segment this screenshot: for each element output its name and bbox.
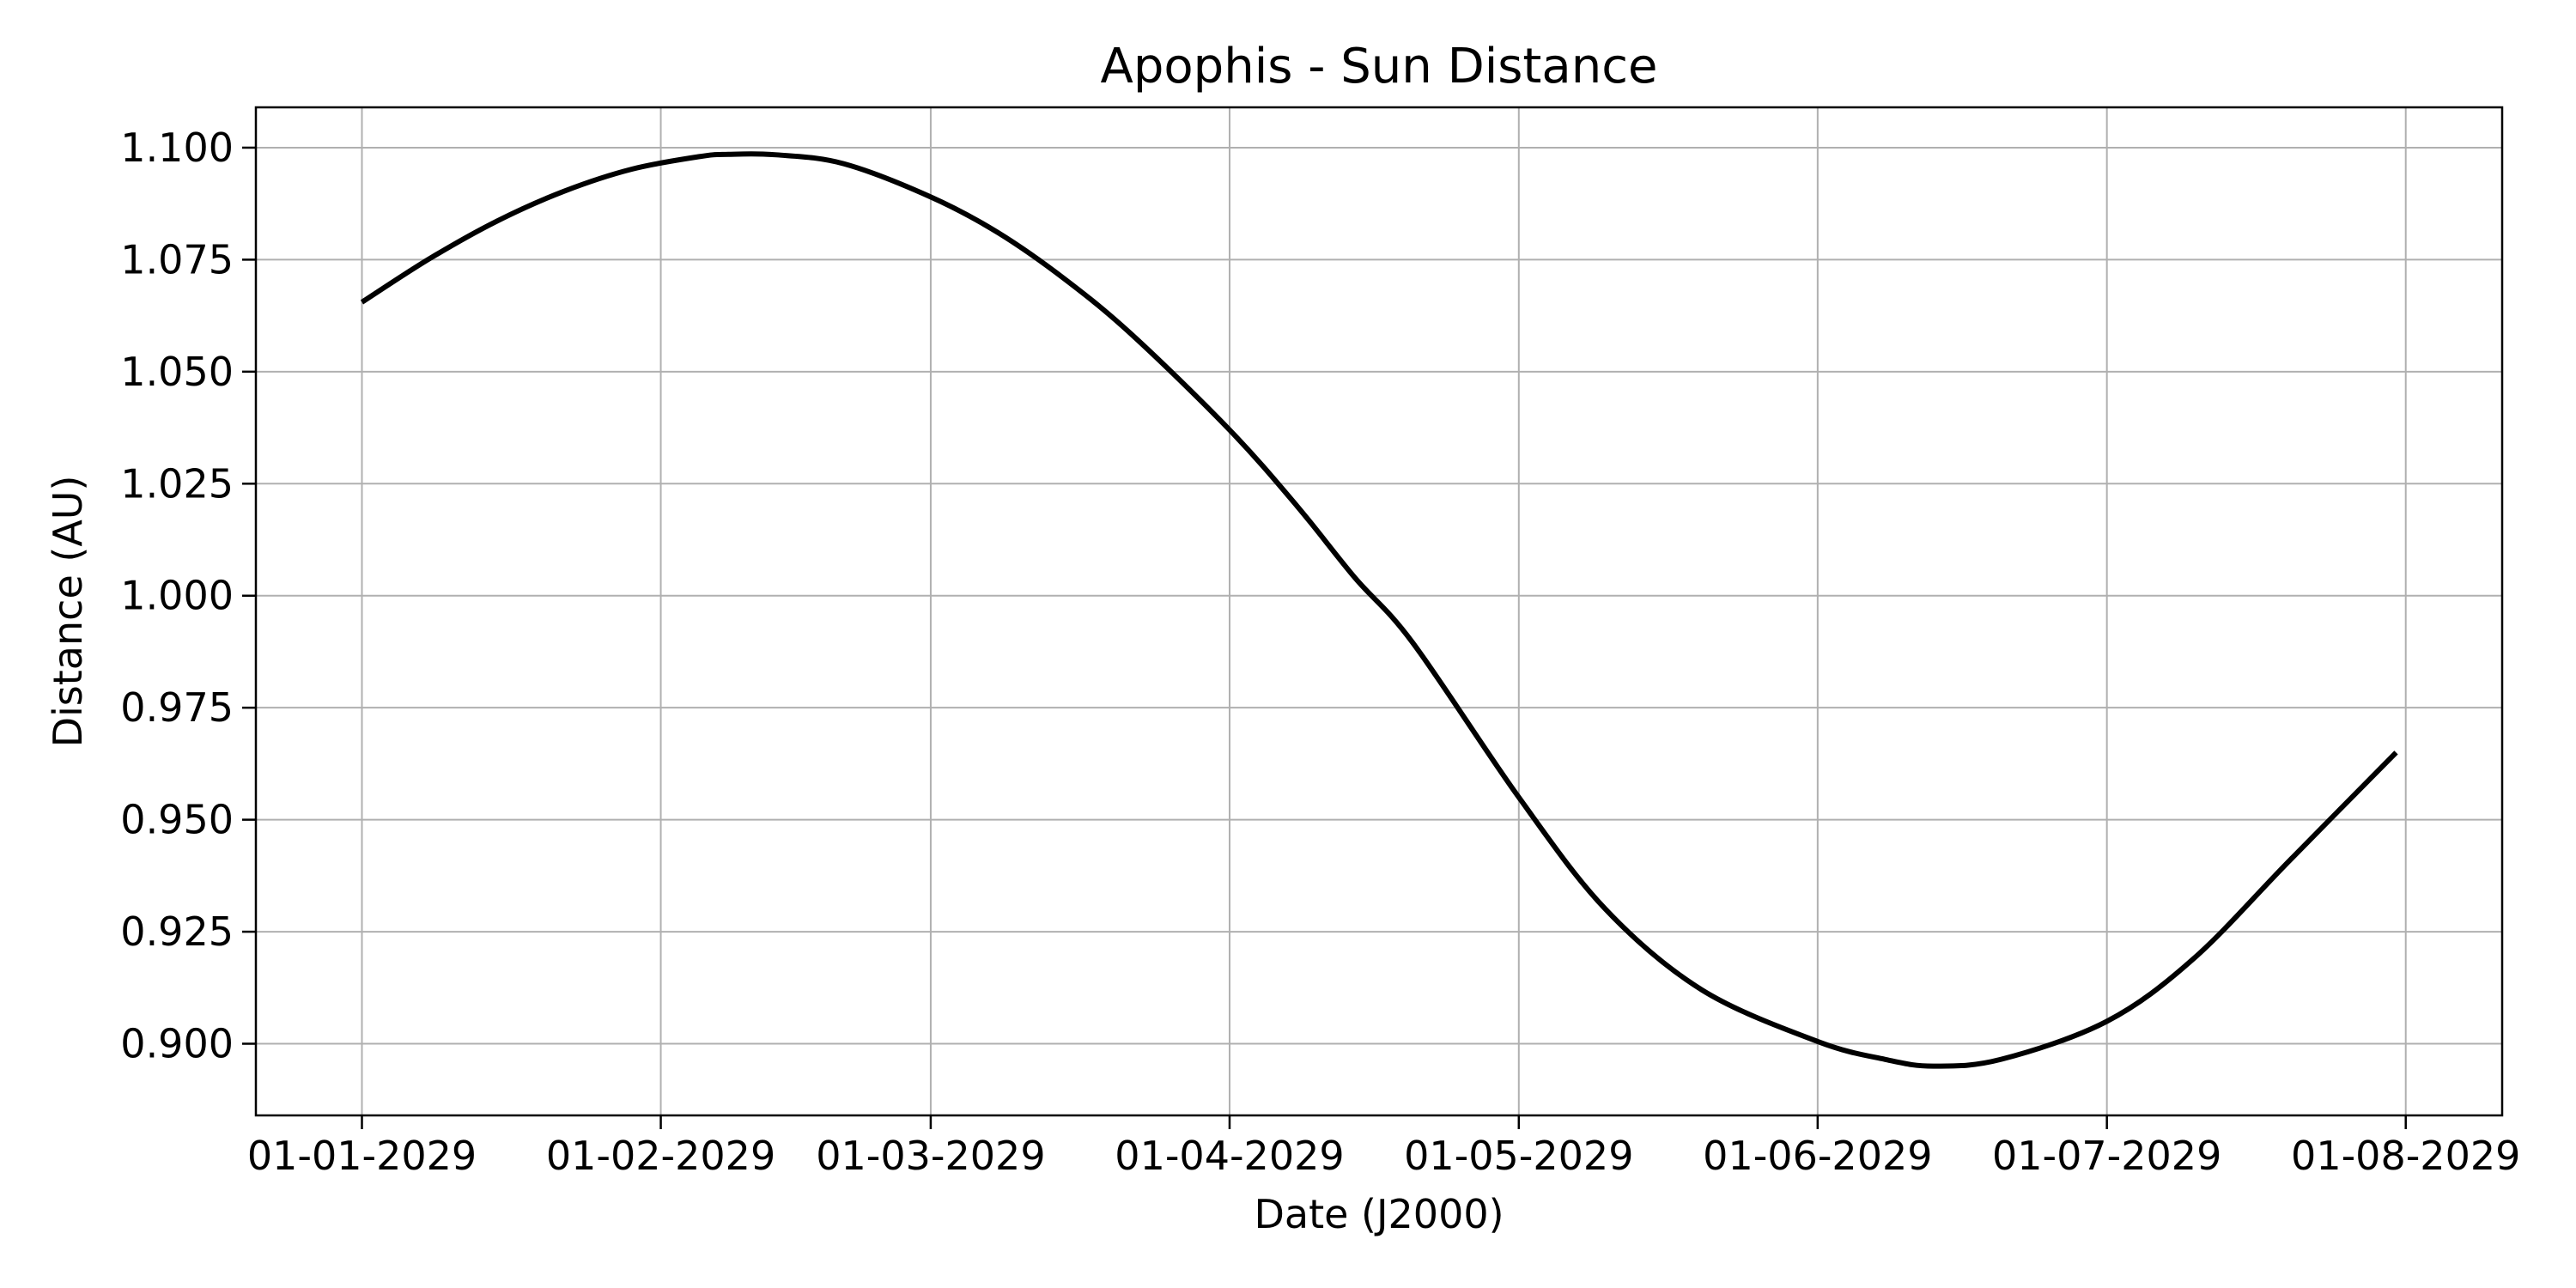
y-tick-label: 1.000 [120,573,234,619]
y-tick-label: 0.950 [120,797,234,843]
x-axis-title: Date (J2000) [1254,1191,1504,1237]
series-line-0 [360,151,2398,1069]
y-tick-label: 0.900 [120,1021,234,1067]
y-tick-label: 1.075 [120,236,234,283]
y-axis-title: Distance (AU) [45,476,91,748]
x-tick-label: 01-02-2029 [546,1133,775,1179]
plot-frame [254,106,2504,1117]
x-tick-label: 01-08-2029 [2291,1133,2520,1179]
series-layer [360,151,2398,1069]
x-tick-label: 01-03-2029 [816,1133,1045,1179]
y-tick-label: 1.050 [120,349,234,395]
axis-ticks: 01-01-2029 01-02-2029 01-03-2029 01-04-2029… [120,125,2520,1179]
x-tick-label: 01-07-2029 [1992,1133,2221,1179]
grid-lines [256,107,2502,1115]
x-tick-label: 01-05-2029 [1404,1133,1633,1179]
y-tick-label: 0.925 [120,908,234,955]
x-tick-label: 01-01-2029 [247,1133,477,1179]
y-tick-label: 0.975 [120,684,234,731]
chart-title: Apophis - Sun Distance [1101,39,1658,94]
x-tick-label: 01-04-2029 [1115,1133,1344,1179]
x-tick-label: 01-06-2029 [1703,1133,1932,1179]
y-tick-label: 1.100 [120,125,234,171]
y-tick-label: 1.025 [120,460,234,507]
